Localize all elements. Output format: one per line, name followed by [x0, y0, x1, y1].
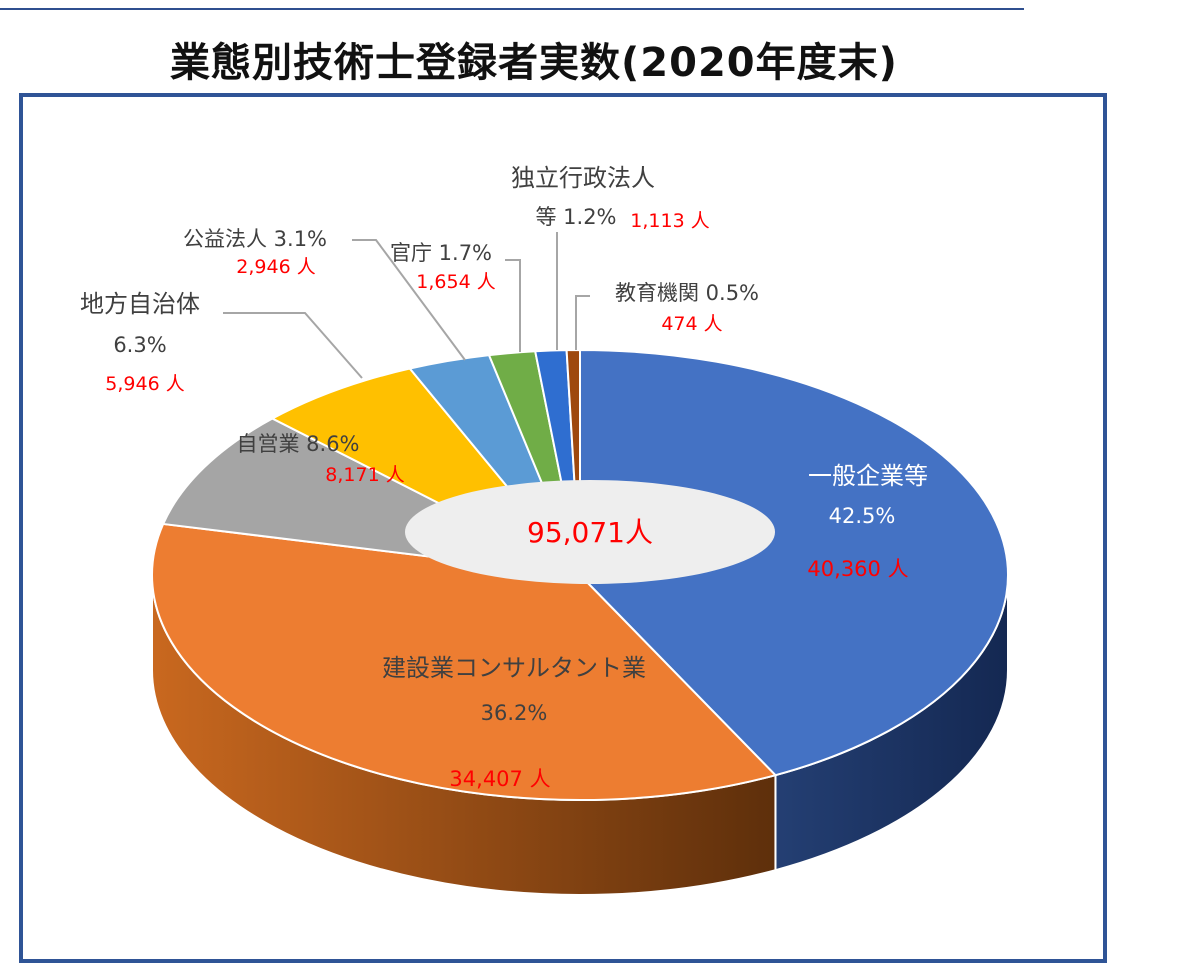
leader-line-government [505, 259, 521, 352]
label-general-company-count: 40,360 人 [807, 557, 908, 581]
label-education-name: 教育機関 0.5% [615, 281, 759, 305]
pie-slice-1 [151, 522, 778, 801]
label-admin-agency-count: 1,113 人 [630, 210, 709, 232]
label-local-gov-count: 5,946 人 [105, 373, 184, 395]
label-self-employed-name: 自営業 8.6% [236, 432, 359, 456]
chart-title: 業態別技術士登録者実数(2020年度末) [170, 40, 898, 86]
leader-line-education [575, 295, 590, 350]
label-admin-agency-name-line1: 独立行政法人 [511, 164, 655, 192]
label-local-gov-name: 地方自治体 [80, 290, 200, 318]
label-education-count: 474 人 [661, 313, 722, 335]
leader-line-public-corp [352, 239, 466, 361]
top-rule [0, 8, 1024, 10]
label-admin-agency-name-line2: 等 1.2% [535, 205, 616, 229]
label-public-corp-name: 公益法人 3.1% [183, 227, 327, 251]
label-general-company-percent: 42.5% [829, 504, 896, 528]
label-public-corp-count: 2,946 人 [236, 256, 315, 278]
label-government-name: 官庁 1.7% [390, 241, 492, 265]
pie-chart: 95,071人 一般企業等 42.5% 40,360 人 建設業コンサルタント業… [80, 164, 1009, 896]
label-construction-name: 建設業コンサルタント業 [382, 654, 646, 682]
leader-line-local-gov [223, 312, 363, 379]
label-construction-percent: 36.2% [481, 701, 548, 725]
pie-slice-0 [579, 348, 1009, 777]
center-total-label: 95,071人 [527, 516, 653, 549]
label-general-company-name: 一般企業等 [808, 462, 928, 490]
center-hole [405, 480, 775, 584]
label-government-count: 1,654 人 [416, 271, 495, 293]
label-self-employed-count: 8,171 人 [325, 464, 404, 486]
label-local-gov-percent: 6.3% [113, 333, 166, 357]
label-construction-count: 34,407 人 [449, 767, 550, 791]
